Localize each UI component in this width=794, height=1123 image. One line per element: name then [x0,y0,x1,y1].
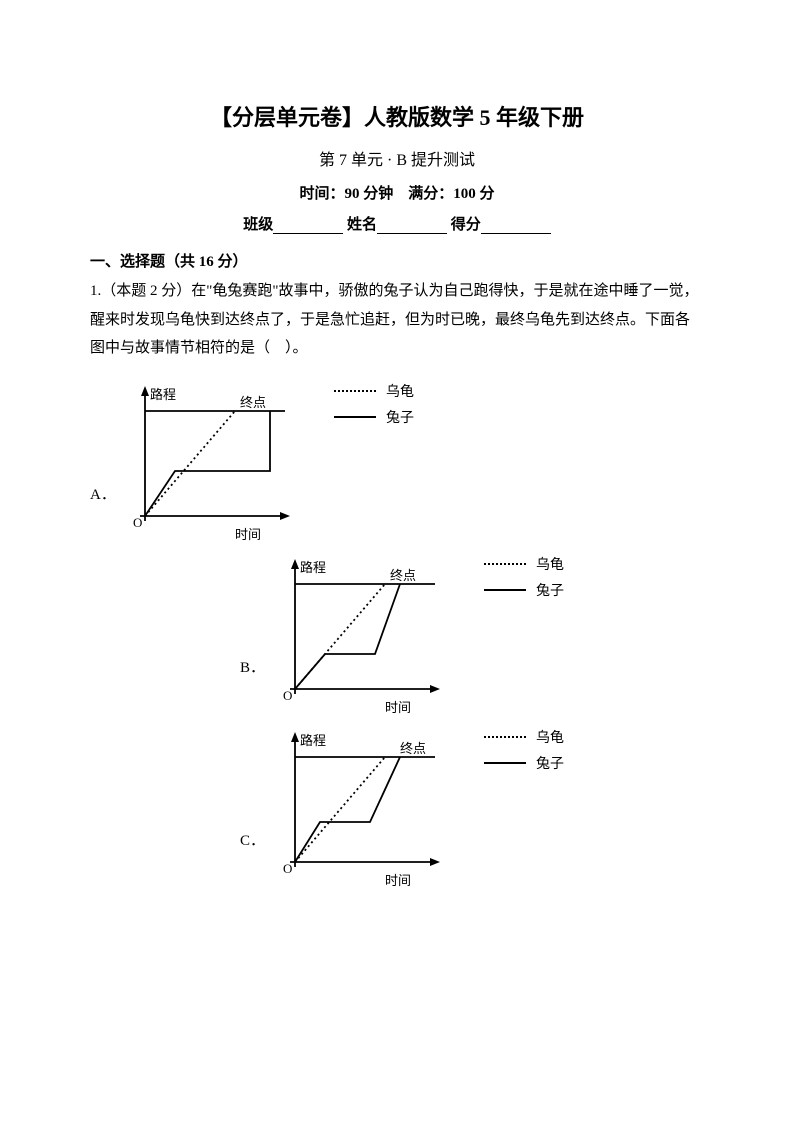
class-blank[interactable] [273,216,343,234]
class-label: 班级 [243,217,273,233]
y-axis-label: 路程 [300,560,326,575]
legend-a: 乌龟 兔子 [334,381,414,433]
question-text: 1.（本题 2 分）在"龟兔赛跑"故事中，骄傲的兔子认为自己跑得快，于是就在途中… [90,277,704,363]
name-blank[interactable] [377,216,447,234]
x-axis-label: 时间 [235,527,261,542]
section-header: 一、选择题（共 16 分） [90,250,704,271]
origin-label: O [133,515,142,530]
origin-label: O [283,688,292,703]
endpoint-label: 终点 [390,568,416,583]
legend-turtle-line [334,390,376,392]
time-score: 时间：90 分钟 满分：100 分 [90,182,704,203]
endpoint-label: 终点 [240,395,266,410]
option-b-row: B． 路程 终点 O 时间 乌龟 兔子 [90,554,704,719]
legend-turtle-label: 乌龟 [536,727,564,747]
origin-label: O [283,861,292,876]
option-b-label: B． [240,596,270,677]
chart-a: 路程 终点 O 时间 [120,381,300,546]
legend-turtle-line [484,563,526,565]
chart-b: 路程 终点 O 时间 [270,554,450,719]
name-label: 姓名 [347,217,377,233]
legend-rabbit-line [484,762,526,764]
legend-rabbit-label: 兔子 [536,753,564,773]
endpoint-label: 终点 [400,741,426,756]
legend-rabbit-line [334,416,376,418]
legend-rabbit-label: 兔子 [536,580,564,600]
option-c-row: C． 路程 终点 O 时间 乌龟 兔子 [90,727,704,892]
y-axis-label: 路程 [300,733,326,748]
option-a-row: A． 路程 终点 O 时间 乌龟 兔子 [90,381,704,546]
legend-turtle-label: 乌龟 [386,381,414,401]
legend-turtle-label: 乌龟 [536,554,564,574]
x-axis-label: 时间 [385,700,411,715]
y-axis-label: 路程 [150,387,176,402]
score-label: 得分 [451,217,481,233]
chart-c: 路程 终点 O 时间 [270,727,450,892]
legend-turtle-line [484,736,526,738]
option-c-label: C． [240,769,270,850]
legend-rabbit-label: 兔子 [386,407,414,427]
info-line: 班级 姓名 得分 [90,213,704,234]
main-title: 【分层单元卷】人教版数学 5 年级下册 [90,100,704,132]
legend-c: 乌龟 兔子 [484,727,564,779]
subtitle: 第 7 单元 · B 提升测试 [90,146,704,170]
option-a-label: A． [90,423,120,504]
legend-rabbit-line [484,589,526,591]
x-axis-label: 时间 [385,873,411,888]
score-blank[interactable] [481,216,551,234]
legend-b: 乌龟 兔子 [484,554,564,606]
